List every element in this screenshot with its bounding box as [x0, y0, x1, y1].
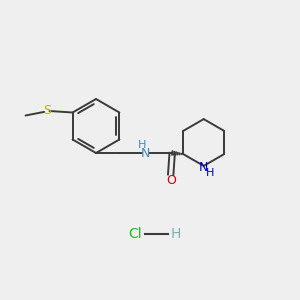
- Text: H: H: [206, 167, 214, 178]
- Text: N: N: [199, 161, 208, 174]
- Text: H: H: [138, 140, 146, 150]
- Text: Cl: Cl: [128, 227, 142, 241]
- Text: N: N: [141, 146, 151, 160]
- Text: H: H: [170, 227, 181, 241]
- Text: O: O: [166, 173, 175, 187]
- Text: S: S: [43, 104, 51, 118]
